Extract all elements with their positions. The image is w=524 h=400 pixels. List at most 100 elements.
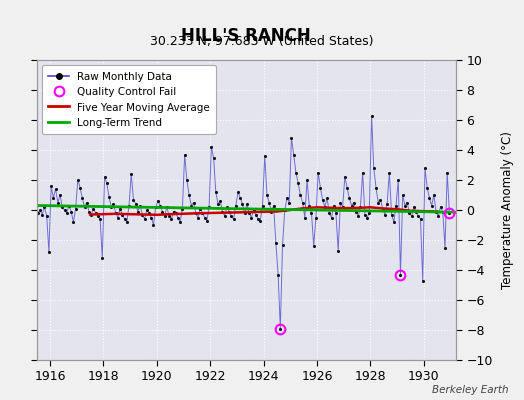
Point (356, 204, 365, 210)
Point (347, 202, 356, 209)
Title: HILL'S RANCH: HILL'S RANCH (181, 26, 311, 44)
Point (78, 195, 86, 201)
Point (103, 180, 111, 186)
Point (436, 204, 445, 210)
Point (243, 201, 251, 207)
Point (147, 214, 156, 221)
Point (171, 210, 180, 216)
Point (53, 199, 62, 206)
Point (387, 211, 396, 218)
Point (71, 205, 80, 212)
Point (132, 201, 140, 207)
Point (283, 195, 291, 201)
Point (432, 208, 440, 215)
Point (87, 211, 95, 218)
Point (167, 216, 176, 222)
Point (183, 177, 191, 183)
Point (365, 210, 374, 216)
Point (363, 214, 372, 221)
Point (219, 208, 227, 215)
Point (428, 202, 436, 209)
Point (296, 192, 304, 198)
Point (101, 174, 109, 180)
Point (227, 213, 236, 219)
Point (212, 189, 220, 195)
Point (194, 214, 202, 221)
Point (156, 202, 165, 209)
Point (158, 208, 167, 215)
Point (421, 165, 429, 171)
Point (129, 196, 138, 203)
Point (294, 180, 302, 186)
Point (136, 202, 144, 209)
Point (165, 213, 173, 219)
Point (301, 214, 309, 221)
Point (138, 211, 147, 218)
Point (405, 210, 413, 216)
Point (80, 204, 89, 210)
Point (328, 214, 336, 221)
Text: 30.233 N, 97.683 W (United States): 30.233 N, 97.683 W (United States) (150, 36, 374, 48)
Point (367, 112, 376, 119)
Point (151, 204, 160, 210)
Point (76, 184, 84, 191)
Point (303, 177, 311, 183)
Point (154, 198, 162, 204)
Point (185, 192, 193, 198)
Point (352, 208, 360, 215)
Point (445, 210, 454, 216)
Point (278, 241, 287, 248)
Point (94, 213, 102, 219)
Point (265, 199, 274, 206)
Point (280, 207, 289, 213)
Point (369, 165, 378, 171)
Point (162, 204, 171, 210)
Point (316, 184, 324, 191)
Point (289, 151, 298, 158)
Point (408, 213, 416, 219)
Point (343, 184, 351, 191)
Point (258, 202, 267, 209)
Point (330, 202, 338, 209)
Point (414, 213, 422, 219)
Point (298, 199, 307, 206)
Point (62, 210, 71, 216)
Point (358, 169, 367, 176)
Point (341, 174, 349, 180)
Point (31, 204, 40, 210)
Point (332, 210, 340, 216)
Point (207, 144, 215, 150)
Point (27, 202, 35, 209)
Point (98, 255, 106, 261)
Point (56, 192, 64, 198)
Point (92, 210, 100, 216)
Point (267, 208, 276, 215)
Point (121, 216, 129, 222)
Point (178, 205, 187, 212)
Point (149, 222, 158, 228)
Point (40, 204, 49, 210)
Point (221, 213, 229, 219)
Point (305, 202, 313, 209)
Point (238, 201, 247, 207)
Point (412, 208, 420, 215)
Point (354, 213, 363, 219)
Point (423, 184, 431, 191)
Point (143, 207, 151, 213)
Point (390, 219, 398, 225)
Point (51, 186, 60, 192)
Point (247, 214, 256, 221)
Point (123, 219, 131, 225)
Point (25, 189, 33, 195)
Point (140, 216, 149, 222)
Point (416, 216, 424, 222)
Point (392, 202, 400, 209)
Point (254, 216, 263, 222)
Point (105, 193, 113, 200)
Text: Berkeley Earth: Berkeley Earth (432, 385, 508, 395)
Point (42, 213, 51, 219)
Point (319, 196, 327, 203)
Point (205, 204, 213, 210)
Point (83, 199, 91, 206)
Point (74, 177, 82, 183)
